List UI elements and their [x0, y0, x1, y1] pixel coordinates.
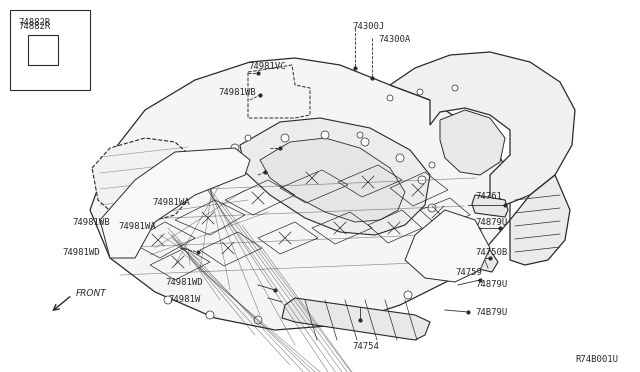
- Text: 74882R: 74882R: [18, 18, 51, 27]
- Polygon shape: [260, 138, 405, 222]
- Circle shape: [126, 236, 134, 244]
- Text: 74754: 74754: [352, 342, 379, 351]
- Text: 74981VC: 74981VC: [248, 62, 285, 71]
- Polygon shape: [472, 195, 508, 217]
- Circle shape: [429, 162, 435, 168]
- Circle shape: [361, 138, 369, 146]
- Circle shape: [164, 296, 172, 304]
- Polygon shape: [390, 52, 575, 205]
- Polygon shape: [440, 110, 505, 175]
- Circle shape: [428, 204, 436, 212]
- Text: FRONT: FRONT: [76, 289, 107, 298]
- Text: 74981WD: 74981WD: [62, 248, 100, 257]
- Text: R74B001U: R74B001U: [575, 355, 618, 364]
- Text: 74981WB: 74981WB: [72, 218, 109, 227]
- Circle shape: [475, 227, 481, 233]
- Text: 74759: 74759: [455, 268, 482, 277]
- Text: 74300J: 74300J: [352, 22, 384, 31]
- Text: 74761: 74761: [475, 192, 502, 201]
- Circle shape: [396, 154, 404, 162]
- Text: 74B79U: 74B79U: [475, 308, 508, 317]
- Circle shape: [191, 156, 199, 164]
- Polygon shape: [92, 138, 195, 222]
- Polygon shape: [282, 298, 430, 340]
- Text: 74981W: 74981W: [168, 295, 200, 304]
- Circle shape: [206, 311, 214, 319]
- Circle shape: [162, 145, 168, 151]
- Circle shape: [357, 132, 363, 138]
- Polygon shape: [240, 118, 430, 235]
- Text: 74750B: 74750B: [475, 248, 508, 257]
- Text: 74300A: 74300A: [378, 35, 410, 44]
- Circle shape: [387, 95, 393, 101]
- Circle shape: [444, 266, 452, 274]
- Text: 74981WA: 74981WA: [118, 222, 156, 231]
- Circle shape: [421, 234, 429, 242]
- Polygon shape: [90, 58, 510, 330]
- Circle shape: [306, 314, 314, 322]
- Polygon shape: [510, 175, 570, 265]
- Circle shape: [254, 316, 262, 324]
- Circle shape: [231, 144, 239, 152]
- Text: 74882R: 74882R: [18, 22, 51, 31]
- Text: 74879U: 74879U: [475, 280, 508, 289]
- Circle shape: [452, 85, 458, 91]
- Polygon shape: [405, 210, 490, 282]
- Circle shape: [404, 291, 412, 299]
- Circle shape: [356, 308, 364, 316]
- Text: 74981WB: 74981WB: [218, 88, 255, 97]
- Circle shape: [417, 89, 423, 95]
- Circle shape: [281, 134, 289, 142]
- Circle shape: [245, 135, 251, 141]
- Bar: [28, 35, 58, 65]
- Circle shape: [321, 131, 329, 139]
- Text: 74981WA: 74981WA: [152, 198, 189, 207]
- Circle shape: [154, 174, 162, 182]
- Text: 74879U: 74879U: [475, 218, 508, 227]
- Bar: [10, 10, 90, 90]
- Polygon shape: [100, 148, 250, 258]
- Text: 74981WD: 74981WD: [165, 278, 203, 287]
- Circle shape: [418, 176, 426, 184]
- Polygon shape: [448, 240, 498, 272]
